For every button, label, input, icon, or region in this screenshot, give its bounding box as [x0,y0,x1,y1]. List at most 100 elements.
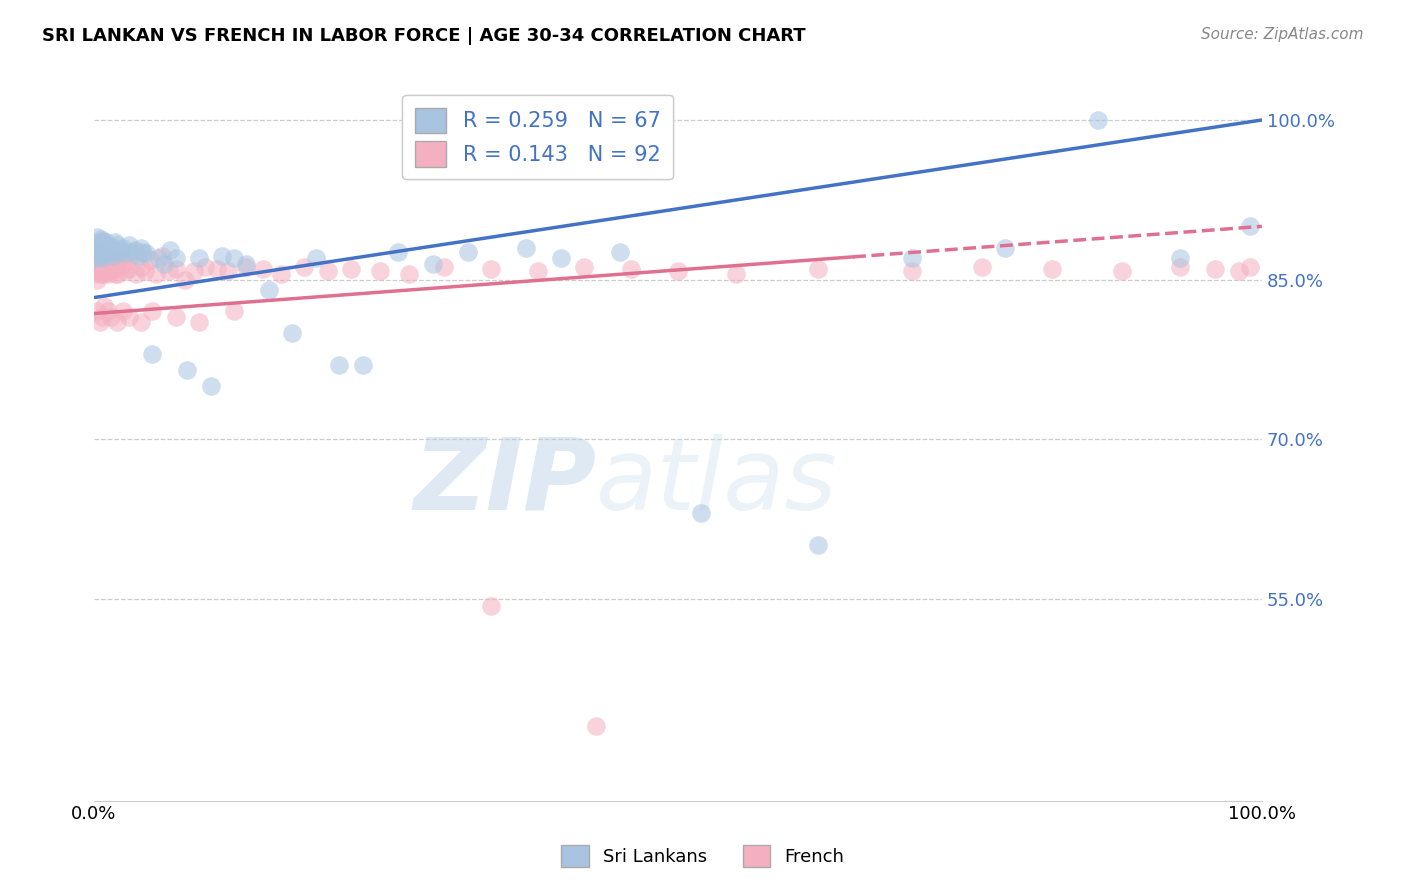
Point [132,244,155,259]
Point [585,719,607,733]
Point [165,261,187,276]
Point [97,253,120,268]
Point [515,241,537,255]
Point [165,310,187,324]
Point [526,264,548,278]
Point [141,304,163,318]
Point [91,252,114,266]
Point [84,243,107,257]
Point [108,244,131,259]
Point [93,241,115,255]
Point [124,243,146,257]
Point [183,264,205,278]
Point [118,310,141,324]
Point [91,234,114,248]
Point [574,260,596,274]
Point [90,267,112,281]
Point [97,267,120,281]
Point [100,246,122,260]
Point [86,304,108,318]
Point [93,246,115,260]
Text: atlas: atlas [596,434,838,531]
Point [96,238,118,252]
Text: ZIP: ZIP [413,434,596,531]
Legend: Sri Lankans, French: Sri Lankans, French [554,838,852,874]
Point [994,241,1017,255]
Point [609,244,631,259]
Point [112,256,135,270]
Point [807,538,830,552]
Point [94,249,117,263]
Point [110,243,132,257]
Point [97,304,120,318]
Point [211,249,233,263]
Point [94,235,117,250]
Point [165,252,187,266]
Point [174,272,197,286]
Point [96,256,118,270]
Point [107,267,129,281]
Point [87,261,110,276]
Point [87,246,110,260]
Point [1239,219,1261,234]
Point [352,358,374,372]
Point [84,252,107,266]
Point [457,244,479,259]
Point [292,260,315,274]
Point [98,241,121,255]
Point [91,267,114,281]
Point [422,256,444,270]
Point [98,260,121,274]
Point [807,261,830,276]
Point [129,260,152,274]
Point [159,243,181,257]
Point [105,260,128,274]
Point [145,267,167,281]
Point [120,244,142,259]
Point [141,347,163,361]
Point [103,253,125,268]
Point [105,243,128,257]
Point [150,249,173,263]
Point [93,299,115,313]
Point [157,264,180,278]
Point [127,249,149,263]
Point [281,326,304,340]
Point [91,247,114,261]
Point [1239,260,1261,274]
Point [235,256,257,270]
Point [129,241,152,255]
Point [98,252,121,266]
Point [91,256,114,270]
Point [205,261,228,276]
Text: SRI LANKAN VS FRENCH IN LABOR FORCE | AGE 30-34 CORRELATION CHART: SRI LANKAN VS FRENCH IN LABOR FORCE | AG… [42,27,806,45]
Point [620,261,643,276]
Point [100,264,122,278]
Point [1204,261,1226,276]
Point [900,264,922,278]
Point [217,264,239,278]
Point [93,252,115,266]
Point [176,363,198,377]
Point [89,249,111,263]
Point [188,315,211,329]
Point [252,261,274,276]
Point [105,253,128,268]
Point [94,243,117,257]
Point [108,260,131,274]
Point [118,261,141,276]
Point [900,252,922,266]
Point [550,252,572,266]
Point [87,243,110,257]
Point [94,256,117,270]
Point [433,260,456,274]
Point [114,246,136,260]
Point [222,304,245,318]
Point [146,252,169,266]
Point [328,358,350,372]
Text: Source: ZipAtlas.com: Source: ZipAtlas.com [1201,27,1364,42]
Point [222,252,245,266]
Point [84,252,107,266]
Point [1040,261,1063,276]
Point [316,264,339,278]
